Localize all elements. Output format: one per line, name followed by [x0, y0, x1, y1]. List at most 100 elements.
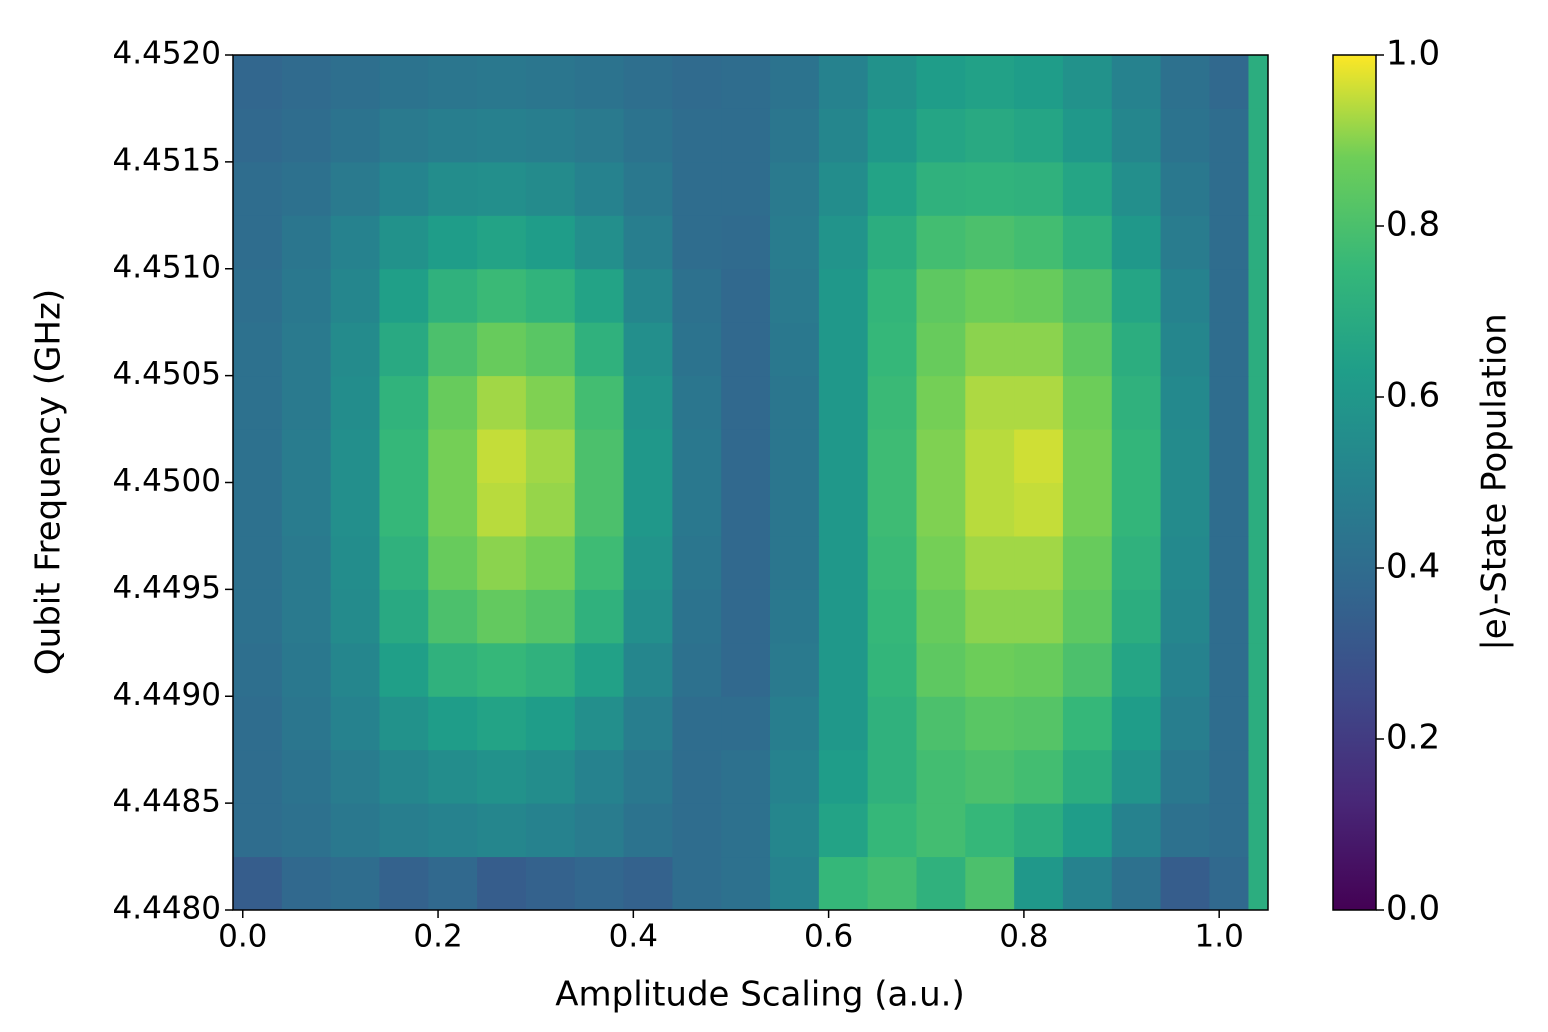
heatmap-cell	[525, 749, 576, 804]
heatmap-cell	[623, 482, 673, 537]
heatmap-cell	[770, 535, 820, 590]
heatmap-cell	[525, 55, 576, 109]
heatmap-cell	[1248, 322, 1269, 377]
heatmap-cell	[428, 108, 478, 163]
heatmap-cell	[1248, 375, 1269, 430]
heatmap-cell	[330, 749, 380, 804]
x-tick-label: 1.0	[1195, 919, 1244, 955]
heatmap-cell	[1062, 696, 1113, 751]
heatmap-cell	[1111, 268, 1162, 323]
heatmap-cell	[525, 215, 576, 270]
heatmap-cell	[965, 803, 1015, 858]
heatmap-cell	[1160, 696, 1210, 751]
heatmap-cell	[330, 55, 380, 109]
heatmap-cell	[477, 482, 527, 537]
heatmap-cell	[770, 215, 820, 270]
heatmap	[233, 55, 1269, 911]
heatmap-cell	[867, 803, 917, 858]
heatmap-cell	[770, 161, 820, 216]
heatmap-cell	[721, 749, 771, 804]
heatmap-cell	[867, 589, 917, 644]
heatmap-cell	[916, 856, 966, 911]
x-tick-label: 0.0	[218, 919, 267, 955]
heatmap-cell	[1111, 535, 1162, 590]
heatmap-cell	[1248, 108, 1269, 163]
heatmap-cell	[1209, 642, 1249, 697]
x-axis-title: Amplitude Scaling (a.u.)	[555, 975, 965, 1015]
heatmap-cell	[721, 642, 771, 697]
heatmap-cell	[818, 535, 869, 590]
heatmap-cell	[330, 696, 380, 751]
heatmap-cell	[867, 535, 917, 590]
heatmap-cell	[428, 642, 478, 697]
heatmap-cell	[916, 696, 966, 751]
heatmap-cell	[281, 161, 332, 216]
heatmap-cell	[574, 268, 625, 323]
heatmap-cell	[916, 803, 966, 858]
heatmap-cell	[1160, 215, 1210, 270]
heatmap-cell	[1209, 429, 1249, 483]
heatmap-cell	[1209, 55, 1249, 109]
heatmap-cell	[379, 322, 429, 377]
colorbar-tick-label: 0.2	[1386, 718, 1440, 758]
heatmap-cell	[1014, 108, 1064, 163]
heatmap-cell	[1209, 803, 1249, 858]
heatmap-cell	[623, 535, 673, 590]
heatmap-cell	[1062, 322, 1113, 377]
heatmap-cell	[574, 215, 625, 270]
heatmap-cell	[770, 429, 820, 483]
heatmap-cell	[818, 322, 869, 377]
heatmap-cell	[428, 535, 478, 590]
heatmap-cell	[916, 535, 966, 590]
heatmap-cell	[233, 589, 283, 644]
heatmap-cell	[281, 535, 332, 590]
heatmap-cell	[867, 215, 917, 270]
heatmap-cell	[623, 322, 673, 377]
heatmap-cell	[379, 856, 429, 911]
heatmap-cell	[379, 108, 429, 163]
heatmap-cell	[916, 482, 966, 537]
heatmap-cell	[379, 535, 429, 590]
heatmap-cell	[428, 161, 478, 216]
x-tick-label: 0.6	[804, 919, 853, 955]
heatmap-cell	[1209, 589, 1249, 644]
heatmap-cell	[623, 803, 673, 858]
heatmap-cell	[1248, 55, 1269, 109]
heatmap-cell	[330, 108, 380, 163]
heatmap-cell	[867, 108, 917, 163]
heatmap-cell	[770, 55, 820, 109]
heatmap-cell	[818, 696, 869, 751]
heatmap-cell	[1111, 322, 1162, 377]
heatmap-cell	[672, 161, 722, 216]
heatmap-cell	[770, 322, 820, 377]
heatmap-cell	[1014, 215, 1064, 270]
heatmap-cell	[428, 268, 478, 323]
heatmap-cell	[965, 268, 1015, 323]
heatmap-cell	[233, 429, 283, 483]
heatmap-cell	[1062, 429, 1113, 483]
heatmap-cell	[672, 589, 722, 644]
heatmap-cell	[1062, 749, 1113, 804]
heatmap-cell	[428, 803, 478, 858]
heatmap-cell	[477, 803, 527, 858]
heatmap-cell	[1062, 642, 1113, 697]
heatmap-cell	[574, 108, 625, 163]
heatmap-cell	[1209, 161, 1249, 216]
heatmap-cell	[233, 215, 283, 270]
heatmap-cell	[281, 589, 332, 644]
heatmap-cell	[330, 322, 380, 377]
heatmap-cell	[1111, 856, 1162, 911]
heatmap-cell	[916, 322, 966, 377]
heatmap-cell	[281, 375, 332, 430]
heatmap-cell	[818, 856, 869, 911]
heatmap-cell	[672, 856, 722, 911]
y-tick-label: 4.4495	[113, 570, 221, 606]
heatmap-cell	[965, 749, 1015, 804]
heatmap-cell	[233, 856, 283, 911]
heatmap-cell	[672, 108, 722, 163]
heatmap-cell	[867, 696, 917, 751]
heatmap-cell	[233, 108, 283, 163]
heatmap-cell	[477, 322, 527, 377]
y-tick-label: 4.4505	[113, 356, 221, 392]
